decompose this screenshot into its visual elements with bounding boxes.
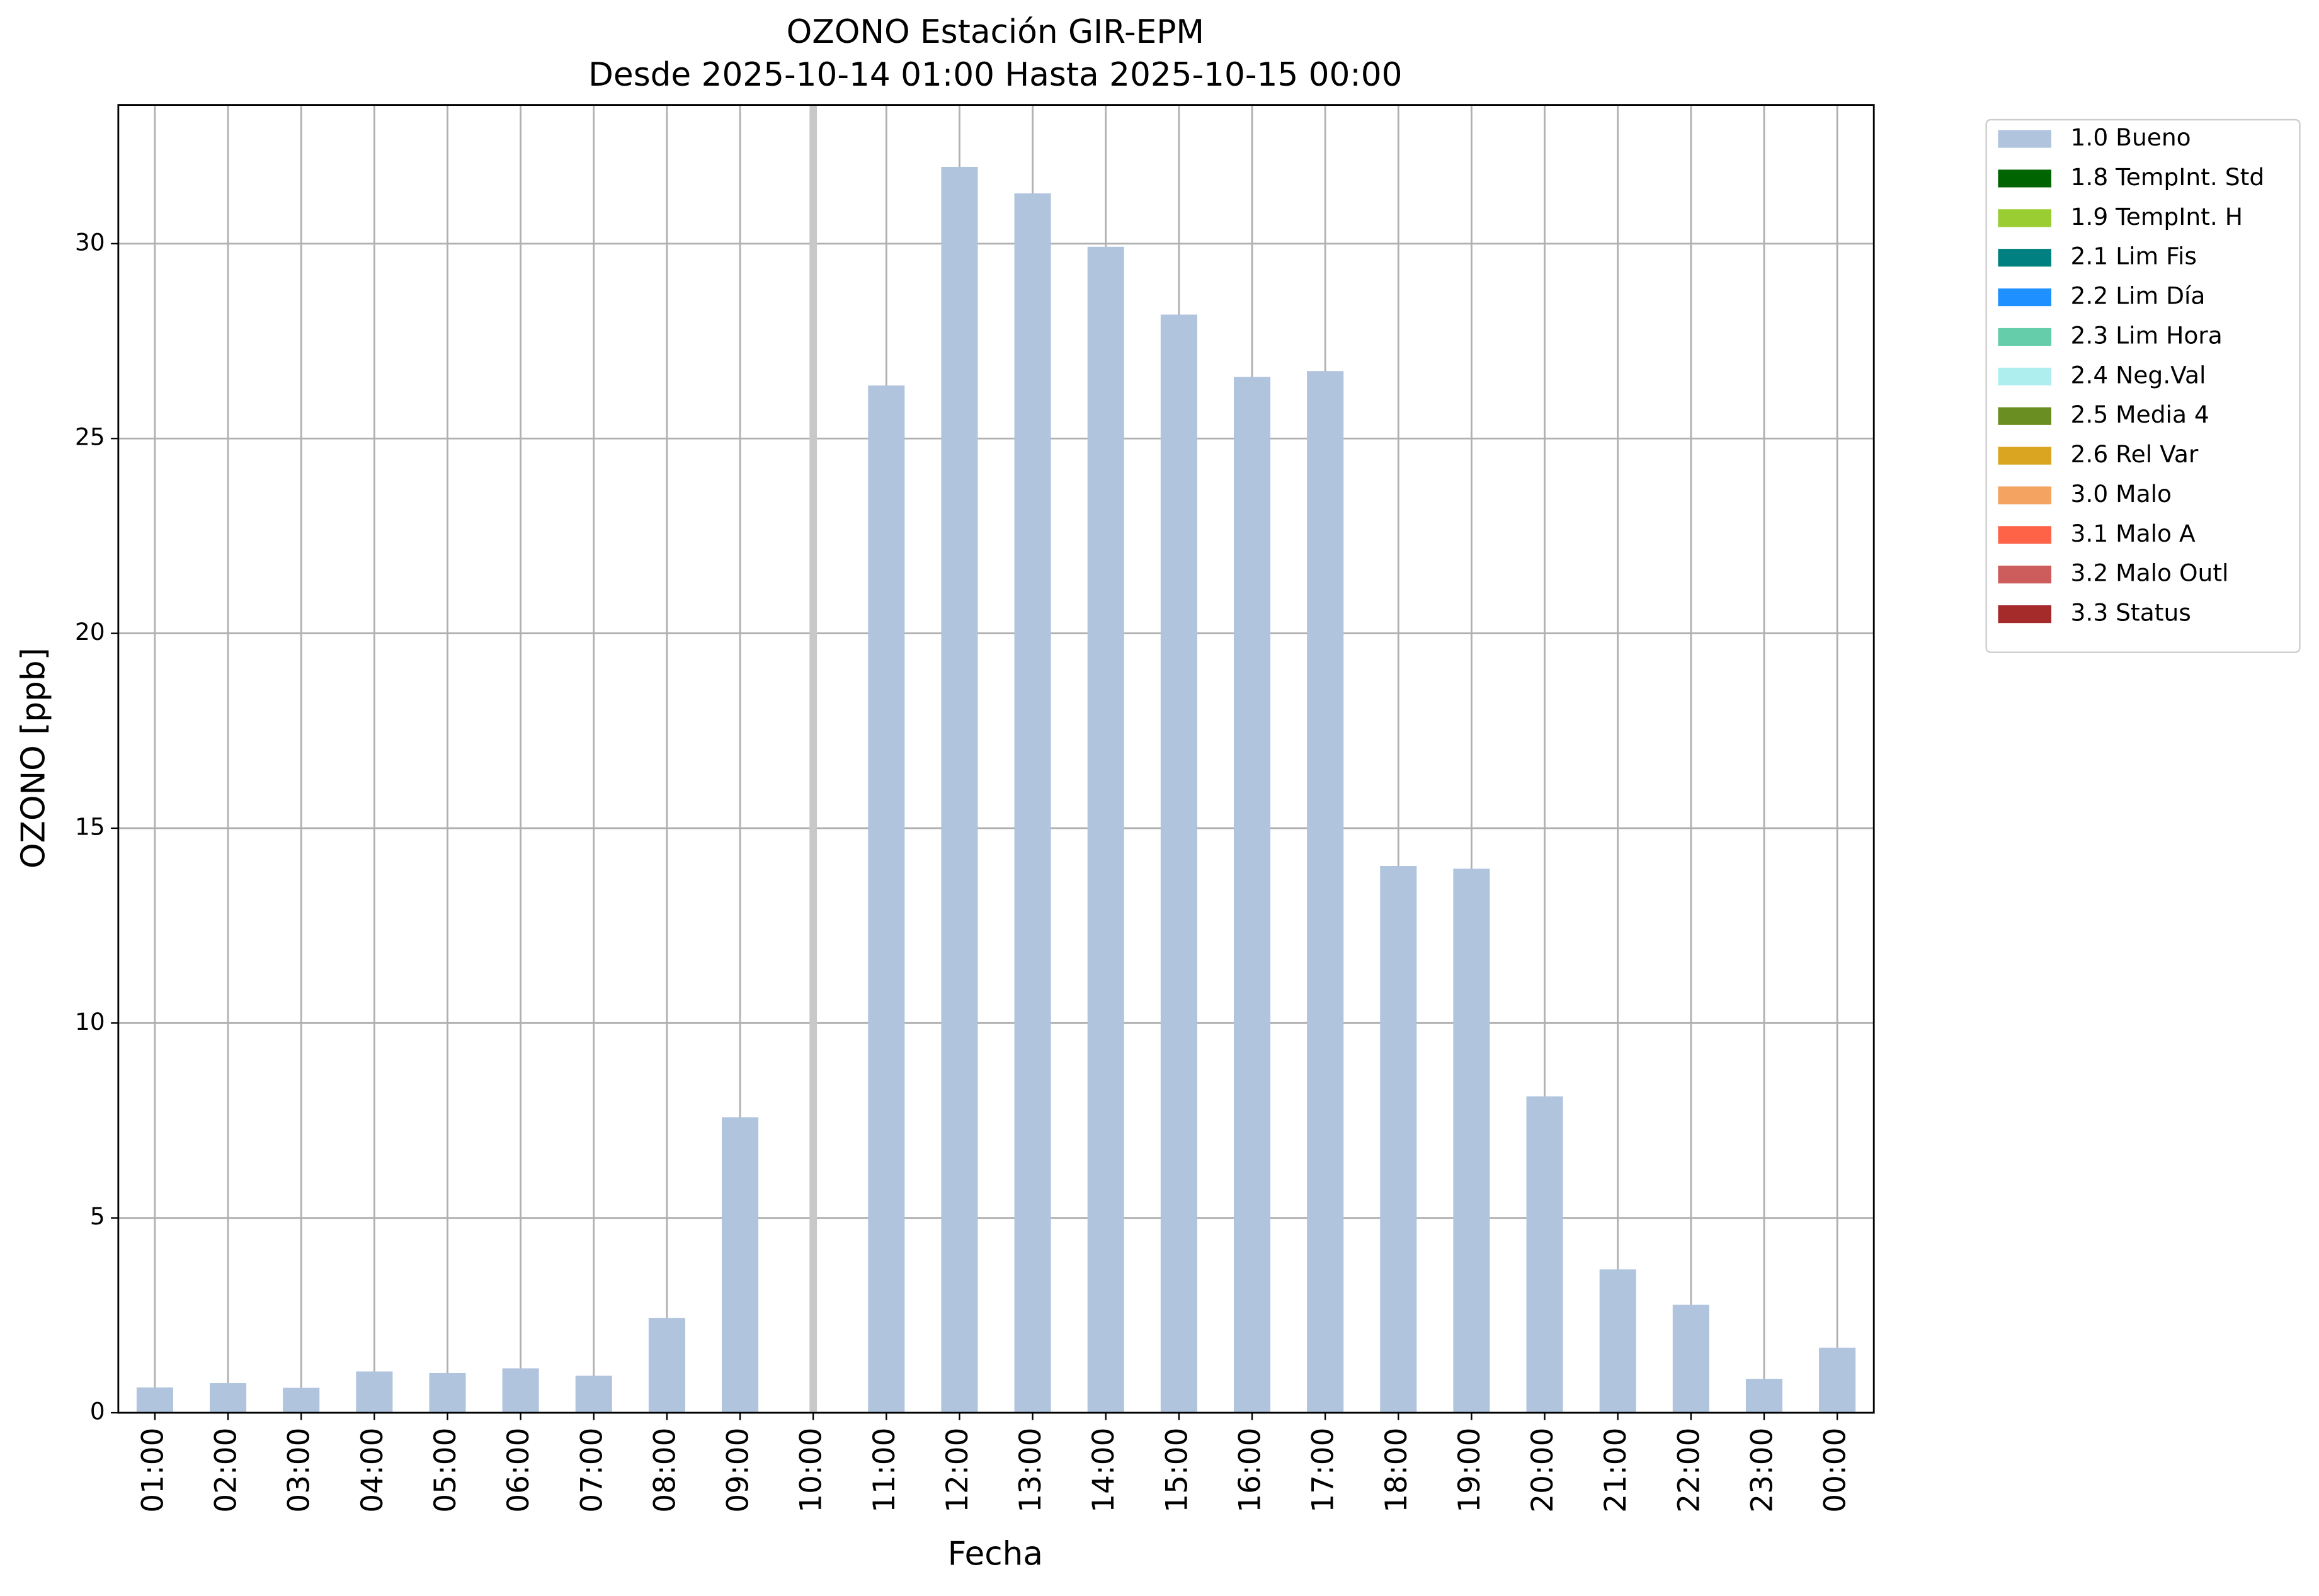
x-tick-label: 10:00	[794, 1428, 829, 1513]
legend-swatch	[1998, 328, 2051, 346]
x-tick-label: 15:00	[1160, 1428, 1194, 1513]
legend-label: 2.5 Media 4	[2071, 401, 2209, 428]
bar	[1599, 1269, 1636, 1413]
bar	[1014, 193, 1051, 1413]
x-tick-label: 21:00	[1598, 1428, 1633, 1513]
chart-title: OZONO Estación GIR-EPM	[787, 13, 1204, 51]
y-tick-label: 10	[75, 1008, 105, 1035]
legend-swatch	[1998, 367, 2051, 385]
legend-swatch	[1998, 249, 2051, 267]
bar	[1526, 1096, 1563, 1413]
legend-swatch	[1998, 447, 2051, 465]
y-tick-label: 20	[75, 618, 105, 646]
legend-swatch	[1998, 209, 2051, 227]
legend-label: 3.0 Malo	[2071, 480, 2172, 508]
x-tick-label: 14:00	[1086, 1428, 1121, 1513]
legend-label: 2.1 Lim Fis	[2071, 242, 2197, 270]
x-tick-label: 23:00	[1745, 1428, 1779, 1513]
x-tick-label: 19:00	[1452, 1428, 1487, 1513]
legend-swatch	[1998, 566, 2051, 584]
x-tick-label: 16:00	[1233, 1428, 1267, 1513]
bar	[1453, 869, 1490, 1413]
legend-swatch	[1998, 486, 2051, 504]
legend-swatch	[1998, 407, 2051, 425]
x-tick-label: 09:00	[721, 1428, 756, 1513]
legend-swatch	[1998, 169, 2051, 188]
x-axis-label: Fecha	[948, 1536, 1043, 1573]
bar	[1672, 1304, 1709, 1413]
y-tick-label: 0	[90, 1398, 105, 1425]
legend-swatch	[1998, 130, 2051, 148]
legend-label: 2.2 Lim Día	[2071, 282, 2206, 310]
x-tick-label: 18:00	[1379, 1428, 1414, 1513]
legend-label: 2.6 Rel Var	[2071, 440, 2199, 468]
bar	[1307, 371, 1344, 1413]
x-tick-label: 12:00	[940, 1428, 975, 1513]
bar	[356, 1371, 393, 1413]
bar	[941, 166, 978, 1413]
plot-frame	[117, 104, 1875, 1414]
bar	[1380, 865, 1417, 1413]
x-tick-label: 08:00	[647, 1428, 682, 1513]
chart-subtitle: Desde 2025-10-14 01:00 Hasta 2025-10-15 …	[588, 56, 1402, 94]
legend-label: 3.1 Malo A	[2071, 520, 2196, 547]
legend-box	[1985, 118, 2301, 653]
y-tick-label: 30	[75, 228, 105, 256]
bar	[722, 1117, 759, 1413]
bar	[1233, 377, 1271, 1413]
legend-label: 2.3 Lim Hora	[2071, 321, 2223, 349]
x-tick-label: 17:00	[1306, 1428, 1341, 1513]
legend-label: 1.8 TempInt. Std	[2071, 163, 2265, 191]
x-tick-label: 06:00	[501, 1428, 536, 1513]
bar	[1745, 1379, 1783, 1413]
legend-swatch	[1998, 605, 2051, 624]
legend-label: 3.3 Status	[2071, 599, 2191, 627]
x-tick-label: 03:00	[282, 1428, 317, 1513]
legend-swatch	[1998, 526, 2051, 544]
bar	[648, 1318, 685, 1413]
y-axis-label: OZONO [ppb]	[14, 647, 52, 869]
bar	[502, 1368, 539, 1413]
legend-label: 1.0 Bueno	[2071, 123, 2191, 151]
y-tick-label: 25	[75, 423, 105, 451]
x-tick-label: 11:00	[867, 1428, 902, 1513]
x-tick-label: 07:00	[574, 1428, 609, 1513]
x-tick-label: 02:00	[209, 1428, 244, 1513]
x-tick-label: 22:00	[1672, 1428, 1706, 1513]
legend-label: 1.9 TempInt. H	[2071, 203, 2243, 231]
bar	[868, 385, 905, 1413]
bar	[1160, 314, 1197, 1413]
bar	[429, 1372, 466, 1413]
y-tick-label: 5	[90, 1202, 105, 1230]
legend-swatch	[1998, 288, 2051, 307]
x-tick-label: 20:00	[1525, 1428, 1560, 1513]
legend-label: 3.2 Malo Outl	[2071, 559, 2229, 587]
y-tick-label: 15	[75, 812, 105, 840]
x-tick-label: 00:00	[1818, 1428, 1853, 1513]
bar	[283, 1388, 320, 1413]
x-tick-label: 04:00	[355, 1428, 390, 1513]
bar	[575, 1376, 612, 1413]
x-tick-label: 01:00	[135, 1428, 170, 1513]
x-tick-label: 13:00	[1013, 1428, 1048, 1513]
bar	[1087, 246, 1124, 1413]
bar	[136, 1387, 173, 1413]
bar	[1819, 1347, 1856, 1413]
bar	[210, 1383, 247, 1413]
legend-label: 2.4 Neg.Val	[2071, 361, 2206, 389]
x-tick-label: 05:00	[428, 1428, 463, 1513]
